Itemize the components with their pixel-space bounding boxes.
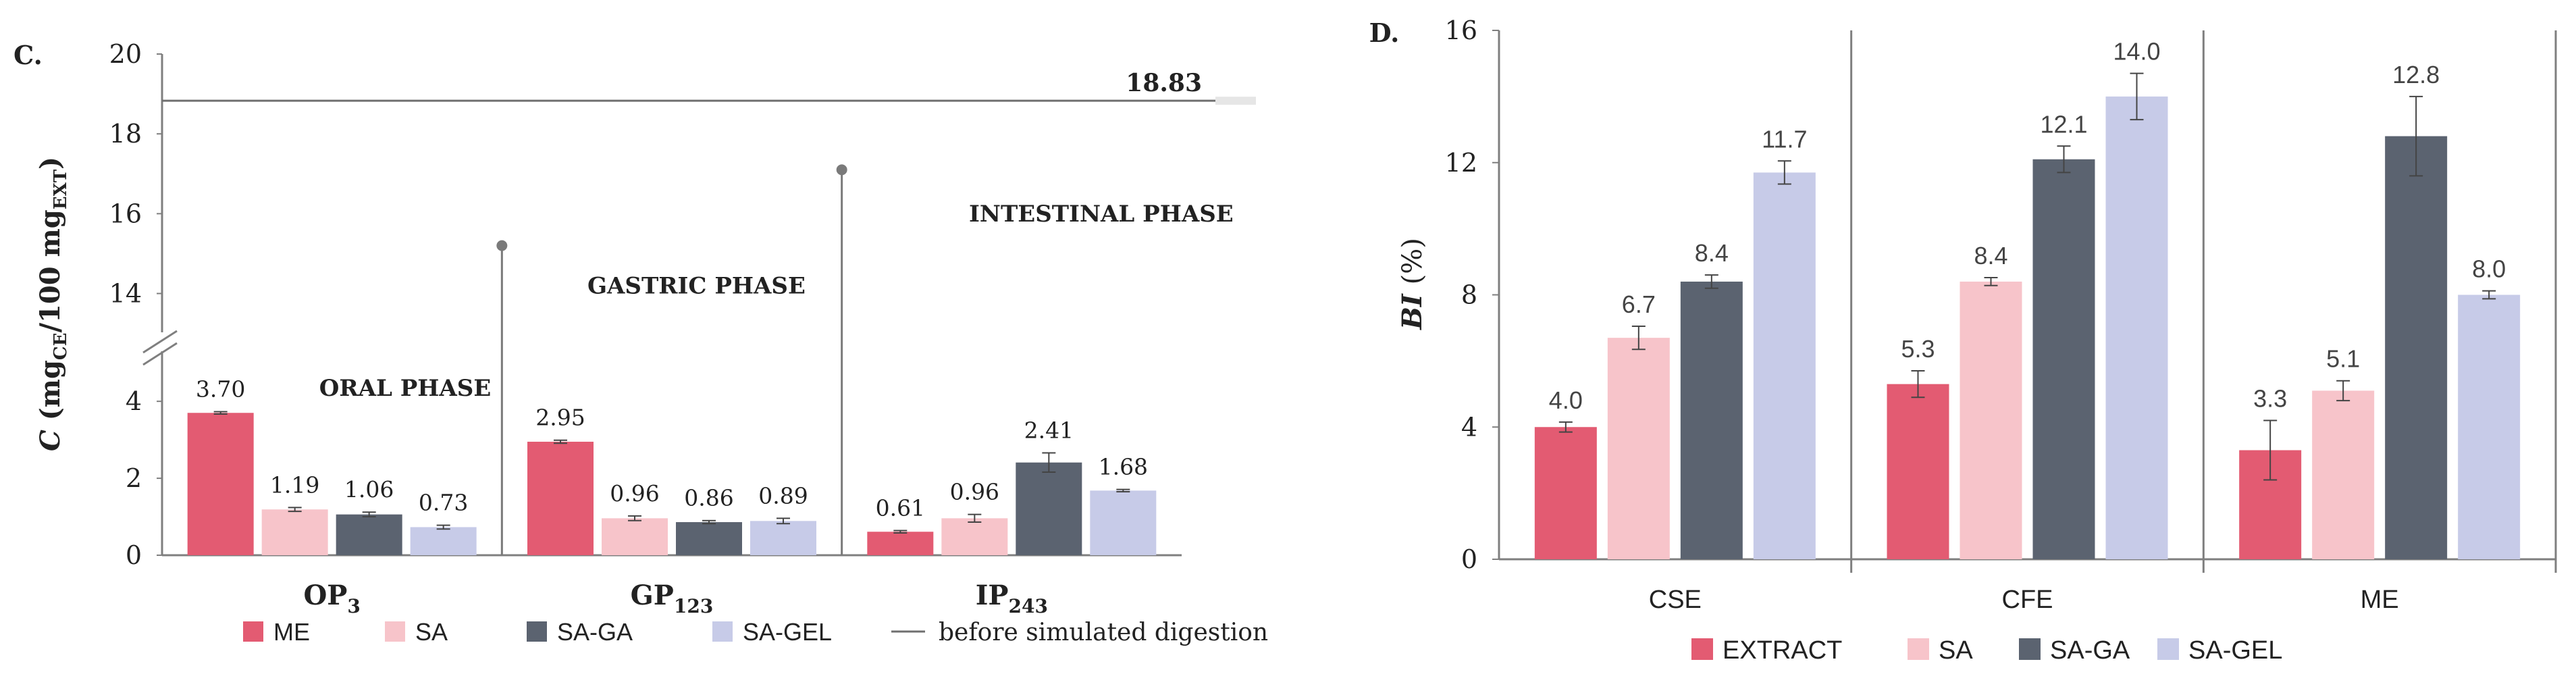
axis-break-mark [142, 342, 178, 366]
legend-label: SA-GEL [2188, 636, 2282, 665]
bar-me-ip [867, 532, 934, 555]
legend-label: SA-GA [557, 618, 633, 646]
data-label: 2.41 [1024, 417, 1074, 443]
data-label: 1.06 [344, 476, 394, 503]
data-label: 1.19 [270, 471, 319, 498]
data-label: 3.70 [196, 376, 245, 403]
bar-sa-gel-cfe [2105, 96, 2168, 559]
bar-sa-gel-cse [1753, 172, 1816, 559]
y-tick-label: 0 [1461, 544, 1477, 574]
data-label: 12.8 [2392, 61, 2440, 88]
category-label: ME [2361, 586, 2399, 614]
data-label: 0.89 [758, 482, 808, 509]
bar-sa-gel-ip [1090, 490, 1157, 555]
y-tick-label: 4 [126, 386, 142, 416]
legend-swatch-extract [1691, 638, 1713, 660]
bar-sa-cse [1607, 338, 1670, 559]
bar-me-op [187, 413, 254, 555]
panel-label-d: D. [1369, 18, 1400, 48]
y-tick-label: 14 [109, 279, 142, 309]
data-label: 3.3 [2253, 384, 2287, 412]
data-label: 11.7 [1762, 125, 1807, 153]
y-tick-label: 2 [126, 463, 142, 493]
data-label: 6.7 [1622, 290, 1656, 318]
axis-break-mark [142, 330, 178, 354]
category-label: CFE [2002, 586, 2053, 614]
category-label: OP3 [303, 580, 360, 617]
data-label: 0.86 [684, 485, 733, 511]
category-label: GP123 [631, 580, 714, 617]
bar-sa-ga-cfe [2032, 159, 2095, 559]
bar-sa-ga-op [336, 514, 402, 555]
bar-extract-cse [1534, 427, 1597, 559]
y-tick-label: 16 [109, 199, 142, 228]
bar-sa-gel-op [410, 527, 477, 555]
reference-line-label: 18.83 [1126, 69, 1202, 97]
data-label: 1.68 [1099, 454, 1148, 480]
y-tick-label: 16 [1445, 16, 1477, 45]
data-label: 4.0 [1549, 386, 1583, 414]
y-tick-label: 18 [109, 119, 142, 149]
phase-label: ORAL PHASE [319, 375, 492, 402]
data-label: 0.61 [876, 495, 925, 521]
y-tick-label: 8 [1461, 280, 1477, 310]
bar-sa-ga-gp [676, 522, 742, 555]
legend-label: SA [1939, 636, 1973, 665]
category-label: IP243 [976, 580, 1048, 617]
data-label: 0.96 [950, 479, 999, 505]
legend-swatch-sa [385, 621, 405, 642]
data-label: 8.0 [2472, 255, 2506, 283]
bar-sa-me [2312, 390, 2375, 559]
bar-sa-ip [941, 518, 1008, 555]
y-tick-label: 12 [1445, 148, 1477, 178]
chart-c-bioaccessibility: C. 0 2 4 14 16 18 20 C (mgCE/100 mgEXT) 18.83 3.70… [14, 39, 1268, 646]
bar-sa-ga-cse [1680, 281, 1743, 559]
bar-sa-gel-me [2458, 294, 2521, 559]
legend-label: SA-GA [2050, 636, 2130, 665]
phase-divider-dot [496, 240, 508, 251]
data-label: 0.96 [610, 480, 659, 507]
y-tick-label: 0 [126, 540, 142, 570]
bar-sa-op [261, 509, 328, 555]
legend-label: SA-GEL [743, 618, 832, 646]
panel-label-c: C. [14, 40, 43, 70]
data-label: 14.0 [2113, 38, 2160, 66]
legend-swatch-sa-gel [712, 621, 733, 642]
data-label: 0.73 [419, 490, 468, 516]
legend-label: SA [415, 618, 448, 646]
data-label: 12.1 [2040, 110, 2087, 138]
data-label: 8.4 [1695, 239, 1729, 267]
chart-d-bioaccessibility-index: D. 0 4 8 12 16 BI (%) 4.0 6.7 8.4 11.7 CSE 5.3 8.4 12.… [1369, 16, 2557, 665]
bar-sa-ga-ip [1016, 462, 1082, 555]
legend-label: ME [273, 618, 310, 646]
bar-sa-gp [602, 518, 668, 555]
legend-label: EXTRACT [1723, 636, 1842, 665]
bar-sa-ga-me [2385, 136, 2448, 560]
y-tick-label: 20 [109, 39, 142, 69]
reference-line-shadow [1215, 97, 1256, 105]
bar-extract-cfe [1887, 384, 1949, 559]
y-axis-title: C (mgCE/100 mgEXT) [34, 157, 71, 451]
data-label: 8.4 [1974, 242, 2007, 270]
legend-swatch-me [243, 621, 263, 642]
legend-label: before simulated digestion [939, 619, 1268, 646]
phase-label: INTESTINAL PHASE [969, 201, 1234, 228]
data-label: 2.95 [535, 405, 585, 431]
legend-swatch-sa-ga [527, 621, 547, 642]
y-axis-title: BI (%) [1396, 238, 1428, 330]
bar-sa-gel-gp [750, 521, 816, 555]
bar-me-gp [527, 441, 594, 555]
phase-divider-dot [836, 164, 847, 176]
data-label: 5.3 [1901, 335, 1935, 363]
legend-swatch-sa-gel [2157, 638, 2179, 660]
data-label: 5.1 [2326, 345, 2360, 373]
category-label: CSE [1649, 586, 1702, 614]
bar-sa-cfe [1960, 281, 2022, 559]
legend-swatch-sa-ga [2019, 638, 2041, 660]
y-tick-label: 4 [1461, 412, 1477, 442]
legend-swatch-sa [1908, 638, 1929, 660]
phase-label: GASTRIC PHASE [587, 273, 806, 300]
